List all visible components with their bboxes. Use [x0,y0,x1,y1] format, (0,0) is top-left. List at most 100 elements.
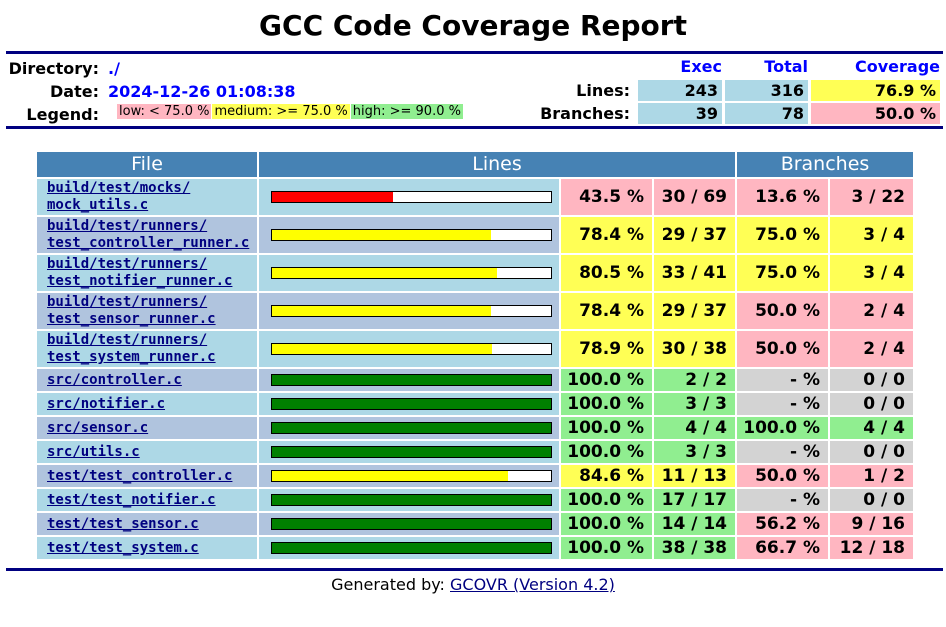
page-title: GCC Code Coverage Report [259,9,687,42]
file-link[interactable]: src/controller.c [47,371,182,388]
coverage-bar [271,305,552,317]
branch-count: 2 / 4 [830,331,913,367]
branch-count: 3 / 22 [830,179,913,215]
line-coverage-pct: 100.0 % [561,513,652,535]
file-link[interactable]: build/test/runners/ test_controller_runn… [47,218,250,251]
coverage-bar-fill [272,399,551,409]
branch-coverage-pct: 13.6 % [737,179,828,215]
branch-count: 0 / 0 [830,441,913,463]
coverage-bar-fill [272,375,551,385]
line-coverage-pct: 100.0 % [561,393,652,415]
branch-count: 0 / 0 [830,369,913,391]
coverage-bar [271,494,552,506]
table-row: test/test_notifier.c 100.0 % 17 / 17- % 0 /… [37,489,913,511]
gcovr-link[interactable]: GCOVR (Version 4.2) [450,575,615,594]
file-cell: src/notifier.c [37,393,257,415]
coverage-bar-cell [259,293,559,329]
branch-coverage-pct: 50.0 % [737,293,828,329]
line-coverage-pct: 100.0 % [561,537,652,559]
line-coverage-pct: 100.0 % [561,441,652,463]
file-link[interactable]: src/utils.c [47,443,140,460]
line-count: 11 / 13 [654,465,735,487]
branch-coverage-pct: 50.0 % [737,465,828,487]
coverage-bar [271,518,552,530]
file-link[interactable]: build/test/mocks/ mock_utils.c [47,180,191,213]
line-count: 30 / 38 [654,331,735,367]
branch-coverage-pct: 66.7 % [737,537,828,559]
lines-coverage: 76.9 % [811,80,940,101]
branch-count: 3 / 4 [830,217,913,253]
legend-low: low: < 75.0 % [117,104,212,119]
file-link[interactable]: test/test_notifier.c [47,491,216,508]
file-cell: build/test/mocks/ mock_utils.c [37,179,257,215]
table-row: src/sensor.c 100.0 % 4 / 4 100.0 % 4 / 4 [37,417,913,439]
branch-coverage-pct: 50.0 % [737,331,828,367]
line-count: 2 / 2 [654,369,735,391]
branch-coverage-pct: 75.0 % [737,217,828,253]
header-coverage: Coverage [854,57,940,76]
th-lines: Lines [259,152,735,177]
lines-exec: 243 [638,80,722,101]
footer-prefix: Generated by: [331,575,450,594]
file-link[interactable]: build/test/runners/ test_system_runner.c [47,332,216,365]
table-row: build/test/runners/ test_notifier_runner… [37,255,913,291]
coverage-bar-fill [272,230,491,240]
coverage-bar-fill [272,344,493,354]
file-cell: build/test/runners/ test_system_runner.c [37,331,257,367]
coverage-bar-cell [259,441,559,463]
footer: Generated by: GCOVR (Version 4.2) [0,574,946,596]
lines-label: Lines: [576,81,630,100]
coverage-bar [271,470,552,482]
line-coverage-pct: 100.0 % [561,417,652,439]
line-count: 14 / 14 [654,513,735,535]
line-count: 3 / 3 [654,393,735,415]
coverage-bar-cell [259,393,559,415]
file-link[interactable]: test/test_controller.c [47,467,233,484]
line-coverage-pct: 100.0 % [561,489,652,511]
coverage-bar-cell [259,489,559,511]
table-row: build/test/runners/ test_controller_runn… [37,217,913,253]
coverage-bar-cell [259,255,559,291]
branch-coverage-pct: - % [737,393,828,415]
file-cell: test/test_notifier.c [37,489,257,511]
file-link[interactable]: test/test_sensor.c [47,515,199,532]
line-coverage-pct: 43.5 % [561,179,652,215]
line-coverage-pct: 78.4 % [561,293,652,329]
coverage-bar-fill [272,192,394,202]
table-row: src/notifier.c 100.0 % 3 / 3- % 0 / 0 [37,393,913,415]
summary-panel: Directory: ./ Date: 2024-12-26 01:08:38 … [6,56,943,126]
file-link[interactable]: test/test_system.c [47,539,199,556]
line-coverage-pct: 78.9 % [561,331,652,367]
top-divider [6,51,943,54]
table-row: src/utils.c 100.0 % 3 / 3- % 0 / 0 [37,441,913,463]
coverage-bar-fill [272,306,491,316]
coverage-bar-fill [272,423,551,433]
file-link[interactable]: build/test/runners/ test_sensor_runner.c [47,294,216,327]
line-count: 4 / 4 [654,417,735,439]
branch-coverage-pct: 75.0 % [737,255,828,291]
file-cell: test/test_sensor.c [37,513,257,535]
legend-label: Legend: [26,105,99,124]
line-count: 3 / 3 [654,441,735,463]
coverage-bar-cell [259,537,559,559]
branch-count: 0 / 0 [830,489,913,511]
file-link[interactable]: build/test/runners/ test_notifier_runner… [47,256,233,289]
table-row: test/test_system.c 100.0 % 38 / 38 66.7 % 12… [37,537,913,559]
th-branches: Branches [737,152,913,177]
branches-total: 78 [725,103,808,124]
line-count: 29 / 37 [654,293,735,329]
coverage-bar [271,191,552,203]
coverage-bar-fill [272,471,509,481]
line-count: 38 / 38 [654,537,735,559]
coverage-bar-cell [259,369,559,391]
branch-coverage-pct: - % [737,441,828,463]
file-link[interactable]: src/notifier.c [47,395,166,412]
file-cell: src/sensor.c [37,417,257,439]
th-file: File [37,152,257,177]
branch-count: 12 / 18 [830,537,913,559]
file-link[interactable]: src/sensor.c [47,419,149,436]
branch-count: 2 / 4 [830,293,913,329]
coverage-bar [271,398,552,410]
table-row: build/test/runners/ test_sensor_runner.c… [37,293,913,329]
branch-count: 0 / 0 [830,393,913,415]
